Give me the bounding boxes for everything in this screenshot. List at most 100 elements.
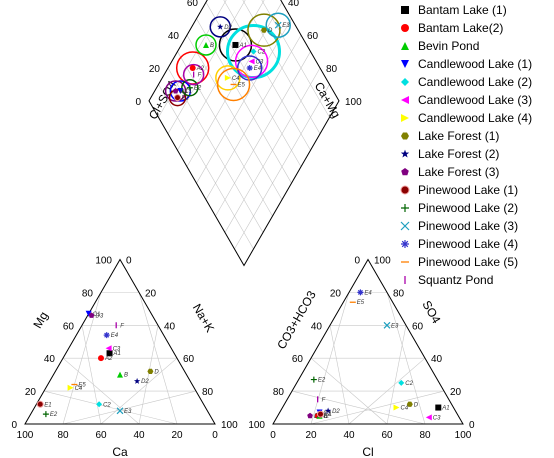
cation-axis-right: Na+K (190, 301, 217, 334)
cation-point-label: C4 (75, 386, 83, 392)
diamond-grid-line (167, 0, 246, 134)
series-pinewood-lake-3: E3 E3 E3 (116, 21, 399, 415)
diamond-circle-pinewood-lake-2 (181, 78, 199, 97)
cation-point-candlewood-lake-1 (85, 310, 92, 317)
legend-label-lake-forest-3: Lake Forest (3) (418, 165, 499, 179)
diamond-left-tick-label: 60 (187, 0, 199, 9)
cation-bottom-tick-label: 100 (17, 430, 34, 441)
cation-point-label: E5 (78, 383, 86, 389)
anion-triangle-grid-line (310, 390, 445, 425)
cation-point-bevin-pond (117, 371, 123, 378)
anion-triangle-grid-line (348, 357, 426, 425)
legend-marker-bantam-lake-2 (401, 24, 409, 32)
cation-triangle-grid-line (81, 325, 102, 425)
diamond-point-label: C3 (256, 59, 264, 65)
anion-point-pinewood-lake-1 (317, 410, 324, 418)
diamond-grid-line (223, 0, 311, 151)
diamond-right-tick-label: 40 (288, 0, 300, 9)
anion-left-tick-label: 100 (248, 420, 265, 431)
anion-point-candlewood-lake-2 (398, 379, 405, 386)
legend-label-squantz-pond: Squantz Pond (418, 273, 493, 287)
anion-point-bantam-lake-1 (435, 404, 442, 411)
cation-triangle-grid-line (62, 390, 197, 425)
series-lake-forest-2: D2 D2 D2 (133, 23, 340, 415)
legend-label-candlewood-lake-2: Candlewood Lake (2) (418, 75, 532, 89)
cation-right-tick-label: 100 (221, 420, 238, 431)
anion-point-label: E5 (357, 300, 365, 306)
anion-right-tick-label: 60 (412, 321, 424, 332)
point-layer: A1A1A1A2A2A2BBBC1C1C1C2C2C2C3C3C3C4C4C4D… (36, 21, 450, 421)
series-squantz-pond: F F F (115, 71, 326, 403)
cation-triangle-grid-line (43, 390, 178, 425)
legend-label-lake-forest-1: Lake Forest (1) (418, 129, 499, 143)
anion-triangle-frame (272, 258, 464, 425)
anion-right-tick-label: 20 (450, 387, 462, 398)
cation-right-tick-label: 20 (145, 288, 157, 299)
anion-left-tick-label: 40 (311, 321, 323, 332)
cation-point-bantam-lake-2 (98, 355, 104, 362)
diamond-point-bevin-pond (203, 41, 209, 48)
diamond-point-label: A2 (196, 66, 205, 72)
diamond-right-tick-label: 60 (307, 31, 319, 42)
cation-point-pinewood-lake-1 (36, 400, 44, 408)
cation-right-tick-label: 60 (183, 354, 195, 365)
cation-right-tick-label: 80 (202, 387, 214, 398)
cation-point-label: D (154, 369, 159, 375)
legend-label-bevin-pond: Bevin Pond (418, 39, 479, 53)
anion-point-label: E4 (364, 290, 372, 296)
diamond-point-label: E2 (194, 86, 202, 92)
diamond-point-lake-forest-3 (172, 88, 179, 94)
anion-point-pinewood-lake-2 (310, 376, 317, 383)
diamond-grid-line (196, 18, 292, 184)
legend-marker-pinewood-lake-3 (400, 221, 410, 231)
cation-left-tick-label: 100 (95, 255, 112, 266)
anion-point-lake-forest-3 (307, 412, 313, 419)
anion-point-label: C1 (324, 410, 332, 416)
anion-right-tick-label: 100 (374, 255, 391, 266)
anion-left-tick-label: 20 (330, 288, 342, 299)
cation-triangle-frame (24, 258, 216, 425)
legend-marker-candlewood-lake-4 (401, 114, 409, 122)
legend-marker-candlewood-lake-2 (401, 78, 409, 86)
diamond-grid-line (177, 0, 265, 151)
cation-point-label: E2 (50, 412, 58, 418)
cation-point-pinewood-lake-4 (103, 332, 110, 339)
series-candlewood-lake-2: C2 C2 C2 (96, 48, 414, 408)
legend-label-bantam-lake-1: Bantam Lake (1) (418, 3, 507, 17)
cation-right-tick-label: 40 (164, 321, 176, 332)
cation-point-label: C3 (113, 346, 121, 352)
anion-point-label: F (322, 397, 326, 403)
series-candlewood-lake-4: C4 C4 C4 (67, 74, 409, 412)
legend-marker-lake-forest-1 (401, 132, 409, 140)
diamond-point-pinewood-lake-4 (246, 65, 253, 72)
diamond-circle-pinewood-lake-5 (216, 67, 251, 102)
diamond-point-label: B (210, 43, 214, 49)
diamond-right-tick-label: 100 (345, 97, 362, 108)
cation-point-label: A1 (113, 351, 121, 357)
cation-axis-bottom: Ca (112, 445, 128, 458)
diamond-frame (148, 0, 340, 267)
tick-layer: 0000000020202020202020204040404040404040… (11, 0, 475, 441)
legend-label-pinewood-lake-3: Pinewood Lake (3) (418, 219, 518, 233)
cation-triangle-grid-line (138, 325, 159, 425)
cation-point-candlewood-lake-3 (105, 345, 112, 352)
anion-point-label: E2 (318, 378, 326, 384)
anion-point-label: D2 (332, 409, 340, 415)
anion-point-label: C4 (401, 406, 409, 412)
legend-label-candlewood-lake-4: Candlewood Lake (4) (418, 111, 532, 125)
diamond-point-label: C4 (232, 76, 240, 82)
cation-point-pinewood-lake-3 (116, 407, 124, 415)
diamond-point-lake-forest-2 (217, 23, 224, 30)
cation-point-label: C2 (103, 402, 111, 408)
diamond-point-lake-forest-1 (260, 27, 267, 33)
frame-layer (24, 0, 464, 425)
series-candlewood-lake-1: C1 C1 C1 (85, 88, 332, 416)
diamond-grid-line (242, 0, 321, 134)
diamond-circle-bevin-pond (195, 34, 217, 56)
anion-bottom-tick-label: 100 (455, 430, 472, 441)
diamond-point-label: D2 (224, 25, 232, 31)
cation-point-label: C1 (93, 312, 101, 318)
axis-label-layer: Ca Mg Na+K Cl CO3+HCO3 SO4 Cl+SO4 Ca+Mg (30, 78, 443, 458)
anion-bottom-tick-label: 20 (305, 430, 317, 441)
